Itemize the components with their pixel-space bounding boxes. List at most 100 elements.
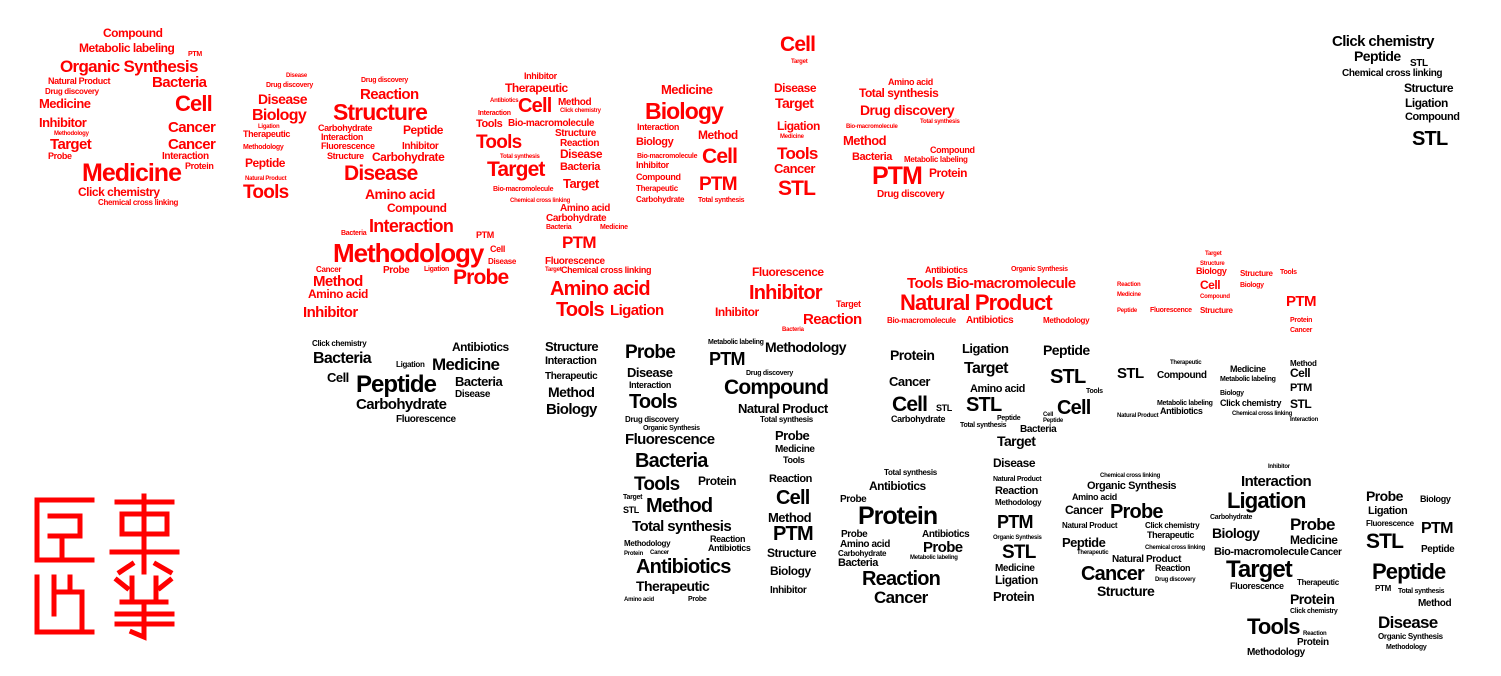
word-probe: Probe xyxy=(453,266,509,290)
word-natural-product: Natural Product xyxy=(900,289,1053,315)
word-natural-product: Natural Product xyxy=(738,400,828,416)
word-ligation: Ligation xyxy=(962,340,1009,356)
word-structure: Structure xyxy=(545,338,599,354)
word-total-synthesis: Total synthesis xyxy=(632,517,732,535)
word-reaction: Reaction xyxy=(360,85,419,103)
word-compound: Compound xyxy=(930,145,975,156)
word-target: Target xyxy=(997,433,1036,450)
word-click-chemistry: Click chemistry xyxy=(1332,32,1434,50)
word-medicine: Medicine xyxy=(995,562,1035,574)
word-interaction: Interaction xyxy=(545,354,597,367)
word-fluorescence: Fluorescence xyxy=(752,265,824,280)
word-medicine: Medicine xyxy=(780,133,804,140)
word-inhibitor: Inhibitor xyxy=(524,71,557,82)
word-medicine: Medicine xyxy=(39,95,91,111)
word-tools: Tools xyxy=(1247,613,1301,639)
word-stl: STL xyxy=(1290,397,1312,412)
word-cancer: Cancer xyxy=(168,118,216,136)
word-cell: Cell xyxy=(892,393,928,417)
word-chemical-cross-linking: Chemical cross linking xyxy=(1342,67,1443,79)
word-stl: STL xyxy=(1366,530,1404,554)
word-disease: Disease xyxy=(455,388,491,400)
word-bacteria: Bacteria xyxy=(341,230,367,238)
word-probe: Probe xyxy=(383,264,410,276)
word-target: Target xyxy=(1226,555,1293,583)
word-click-chemistry: Click chemistry xyxy=(312,338,367,348)
word-click-chemistry: Click chemistry xyxy=(1290,608,1338,616)
word-chemical-cross-linking: Chemical cross linking xyxy=(1100,472,1161,479)
word-probe: Probe xyxy=(923,538,963,556)
word-interaction: Interaction xyxy=(629,380,672,391)
word-disease: Disease xyxy=(1378,612,1438,632)
word-therapeutic: Therapeutic xyxy=(243,129,291,140)
word-peptide: Peptide xyxy=(1062,534,1106,550)
word-natural-product: Natural Product xyxy=(245,175,287,182)
word-ptm: PTM xyxy=(1421,520,1453,538)
word-protein: Protein xyxy=(858,502,938,531)
word-reaction: Reaction xyxy=(803,310,862,328)
word-protein: Protein xyxy=(890,347,935,364)
word-bacteria: Bacteria xyxy=(313,350,372,368)
word-compound: Compound xyxy=(1157,369,1207,381)
word-compound: Compound xyxy=(1405,110,1460,123)
word-ptm: PTM xyxy=(476,230,494,241)
word-cell: Cell xyxy=(1200,278,1221,293)
word-metabolic-labeling: Metabolic labeling xyxy=(910,554,958,561)
word-methodology: Methodology xyxy=(54,130,89,137)
word-tools: Tools xyxy=(476,117,503,130)
word-medicine: Medicine xyxy=(775,443,815,455)
word-structure: Structure xyxy=(327,151,364,162)
word-methodology: Methodology xyxy=(995,497,1042,507)
word-interaction: Interaction xyxy=(637,122,680,133)
word-total-synthesis: Total synthesis xyxy=(960,422,1007,430)
word-bacteria: Bacteria xyxy=(1020,423,1057,435)
word-organic-synthesis: Organic Synthesis xyxy=(1011,266,1068,274)
word-drug-discovery: Drug discovery xyxy=(45,86,99,96)
word-stl: STL xyxy=(1117,364,1144,382)
word-cancer: Cancer xyxy=(316,264,342,274)
word-method: Method xyxy=(313,272,363,290)
word-antibiotics: Antibiotics xyxy=(922,528,970,540)
word-cancer: Cancer xyxy=(874,587,928,607)
word-peptide: Peptide xyxy=(997,415,1021,423)
word-probe: Probe xyxy=(840,493,867,505)
word-antibiotics: Antibiotics xyxy=(708,543,751,554)
word-therapeutic: Therapeutic xyxy=(1077,549,1109,556)
word-ligation: Ligation xyxy=(610,301,664,319)
word-fluorescence: Fluorescence xyxy=(1366,518,1414,528)
word-amino-acid: Amino acid xyxy=(840,538,890,550)
word-ligation: Ligation xyxy=(424,266,449,274)
word-interaction: Interaction xyxy=(478,110,511,118)
word-probe: Probe xyxy=(775,427,810,443)
word-target: Target xyxy=(964,360,1009,378)
word-cell: Cell xyxy=(780,33,816,57)
word-cell: Cell xyxy=(1043,411,1054,418)
word-natural-product: Natural Product xyxy=(1117,412,1159,419)
word-compound: Compound xyxy=(387,201,447,216)
word-bio-macromolecule: Bio-macromolecule xyxy=(637,153,698,161)
word-amino-acid: Amino acid xyxy=(365,186,435,203)
word-structure: Structure xyxy=(333,99,428,126)
word-carbohydrate: Carbohydrate xyxy=(546,212,607,224)
word-metabolic-labeling: Metabolic labeling xyxy=(708,339,764,347)
word-interaction: Interaction xyxy=(1290,416,1319,423)
word-ligation: Ligation xyxy=(396,359,425,369)
word-total-synthesis: Total synthesis xyxy=(760,414,813,424)
word-probe: Probe xyxy=(841,528,868,540)
word-natural-product: Natural Product xyxy=(993,476,1042,484)
word-disease: Disease xyxy=(258,91,308,108)
word-peptide: Peptide xyxy=(1421,543,1455,555)
word-method: Method xyxy=(843,132,887,148)
word-amino-acid: Amino acid xyxy=(624,596,654,603)
word-fluorescence: Fluorescence xyxy=(545,255,605,267)
word-antibiotics: Antibiotics xyxy=(490,97,519,104)
word-cancer: Cancer xyxy=(889,373,930,389)
word-probe: Probe xyxy=(625,341,676,363)
word-disease: Disease xyxy=(286,72,308,79)
word-disease: Disease xyxy=(774,81,817,96)
word-medicine: Medicine xyxy=(1117,291,1141,298)
word-target: Target xyxy=(563,175,599,191)
word-fluorescence: Fluorescence xyxy=(396,413,456,425)
word-antibiotics: Antibiotics xyxy=(925,265,968,276)
word-stl: STL xyxy=(1050,366,1086,388)
